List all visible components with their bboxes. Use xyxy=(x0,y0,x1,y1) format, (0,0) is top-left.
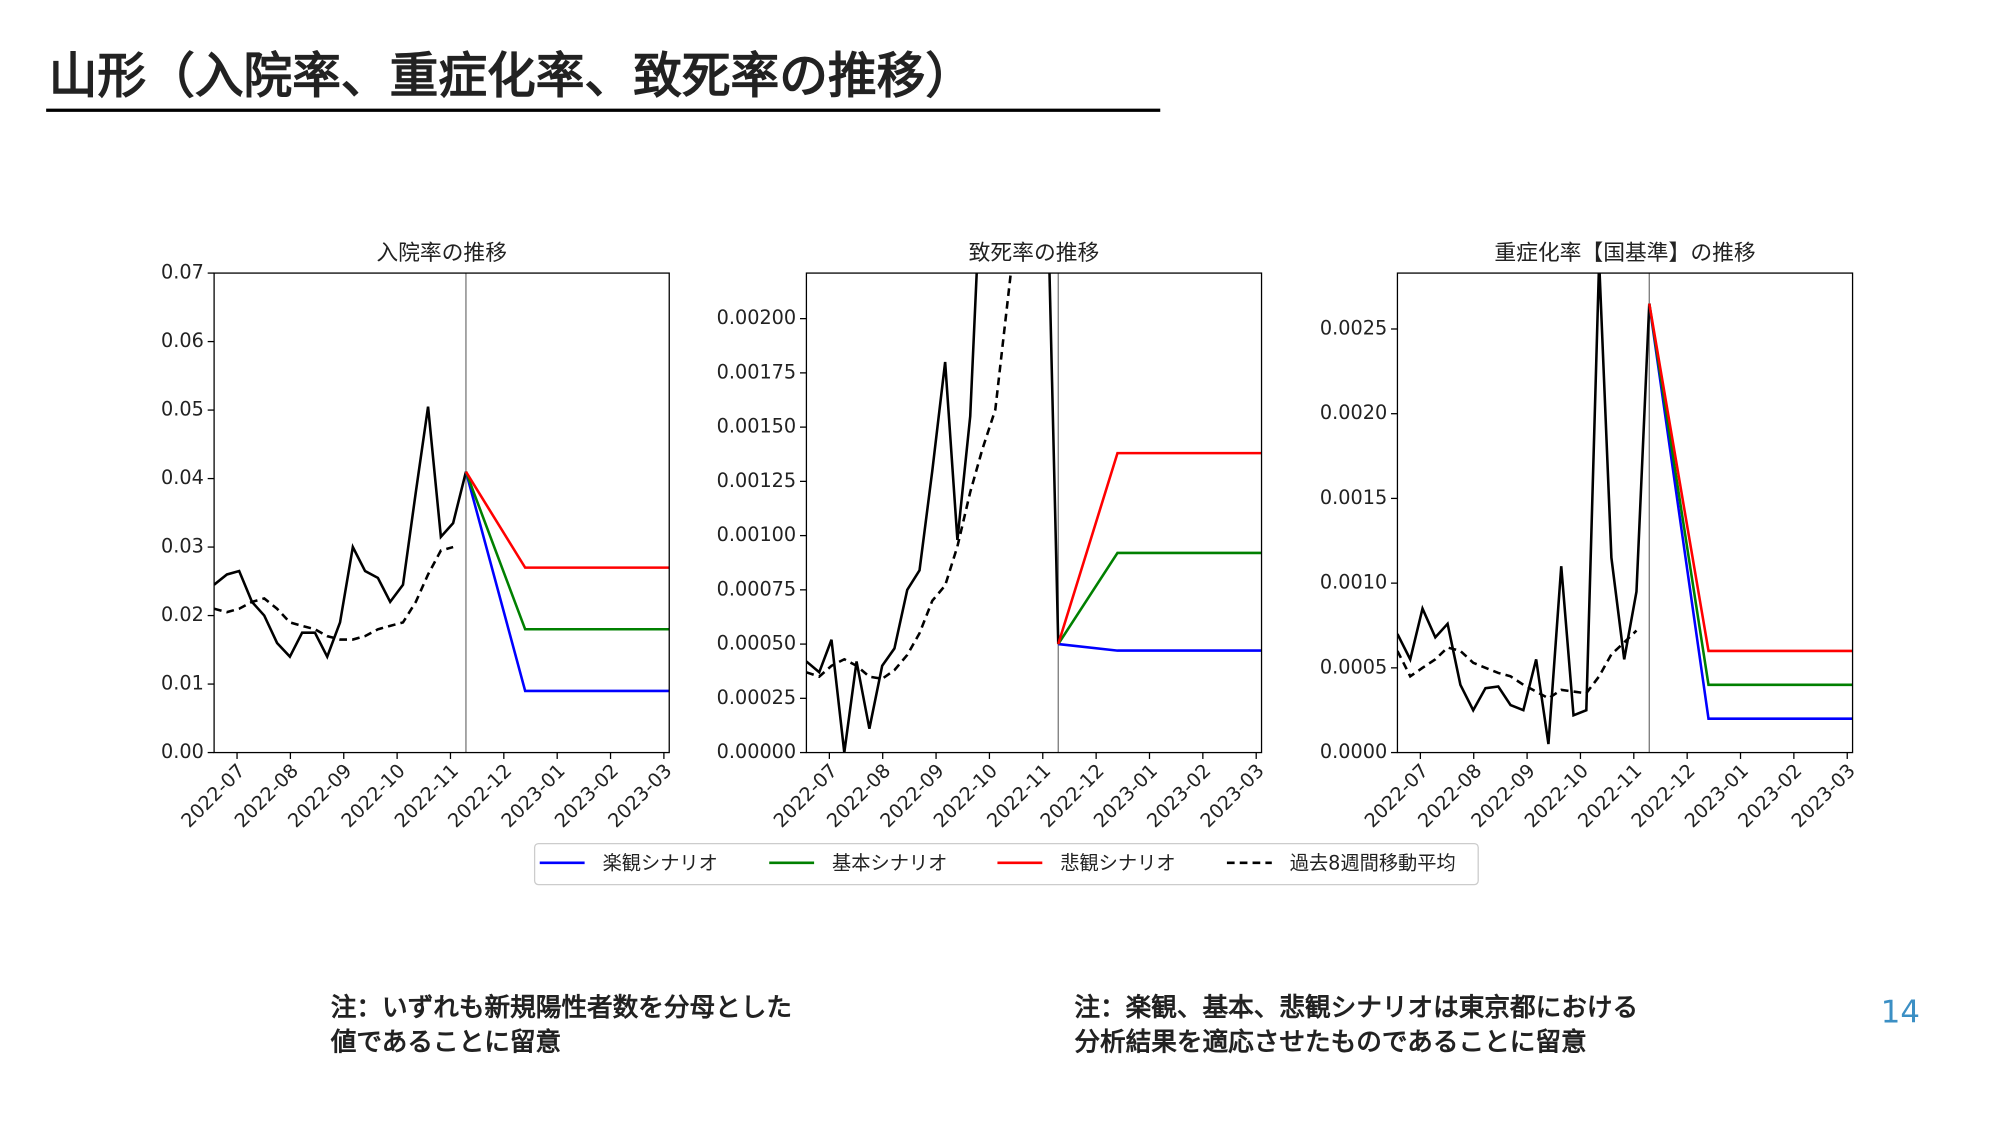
y-tick-label: 0.06 xyxy=(161,329,204,352)
legend-label: 悲観シナリオ xyxy=(1060,852,1175,875)
plot-frame xyxy=(213,272,670,754)
series-line xyxy=(1648,303,1853,687)
legend-label: 過去8週間移動平均 xyxy=(1290,852,1456,875)
y-tick-label: 0.02 xyxy=(161,603,204,626)
y-tick-label: 0.0010 xyxy=(1320,571,1387,594)
series-line xyxy=(464,471,670,631)
series-line xyxy=(1397,629,1638,700)
series-line xyxy=(1648,303,1853,653)
series-line xyxy=(1057,551,1262,645)
plot-frame xyxy=(805,272,1263,754)
chart-title: 重症化率【国基準】の推移 xyxy=(1494,241,1755,266)
series-line xyxy=(1397,273,1651,745)
series-line xyxy=(214,406,468,660)
series-line xyxy=(1648,303,1853,720)
y-tick-label: 0.00125 xyxy=(717,469,796,492)
y-tick-label: 0.00200 xyxy=(717,306,796,329)
y-tick-label: 0.01 xyxy=(161,672,204,695)
y-tick-label: 0.00025 xyxy=(717,686,796,709)
y-tick-label: 0.0000 xyxy=(1320,740,1387,763)
series-line xyxy=(464,471,670,569)
legend-label: 楽観シナリオ xyxy=(603,852,718,875)
series-line xyxy=(214,545,454,641)
series-line xyxy=(806,273,1013,681)
y-tick-label: 0.00100 xyxy=(717,523,796,546)
series-line xyxy=(1057,451,1262,645)
y-tick-label: 0.00175 xyxy=(717,360,796,383)
y-tick-label: 0.05 xyxy=(161,398,204,421)
page-number: 14 xyxy=(1881,995,1920,1031)
legend-label: 基本シナリオ xyxy=(832,852,947,875)
y-tick-label: 0.00150 xyxy=(717,415,796,438)
y-tick-label: 0.00075 xyxy=(717,577,796,600)
y-tick-label: 0.07 xyxy=(161,261,204,284)
series-line xyxy=(1058,642,1262,652)
note: 値であることに留意 xyxy=(330,1027,561,1058)
y-tick-label: 0.0025 xyxy=(1320,316,1387,339)
y-tick-label: 0.0015 xyxy=(1320,486,1387,509)
slide-title: 山形（入院率、重症化率、致死率の推移） xyxy=(49,48,974,104)
series-line xyxy=(806,273,1060,753)
note: 注：楽観、基本、悲観シナリオは東京都における xyxy=(1074,992,1638,1023)
y-tick-label: 0.04 xyxy=(161,466,204,489)
y-tick-label: 0.03 xyxy=(161,535,204,558)
plot-frame xyxy=(1396,272,1854,754)
y-tick-label: 0.00050 xyxy=(717,632,796,655)
y-tick-label: 0.0005 xyxy=(1320,655,1387,678)
y-tick-label: 0.0020 xyxy=(1320,401,1387,424)
y-tick-label: 0.00000 xyxy=(717,740,796,763)
series-line xyxy=(464,471,670,693)
note: 分析結果を適応させたものであることに留意 xyxy=(1074,1027,1586,1058)
y-tick-label: 0.00 xyxy=(161,740,204,763)
chart-title: 致死率の推移 xyxy=(969,241,1100,266)
chart-title: 入院率の推移 xyxy=(376,241,507,266)
note: 注：いずれも新規陽性者数を分母とした xyxy=(331,992,792,1023)
